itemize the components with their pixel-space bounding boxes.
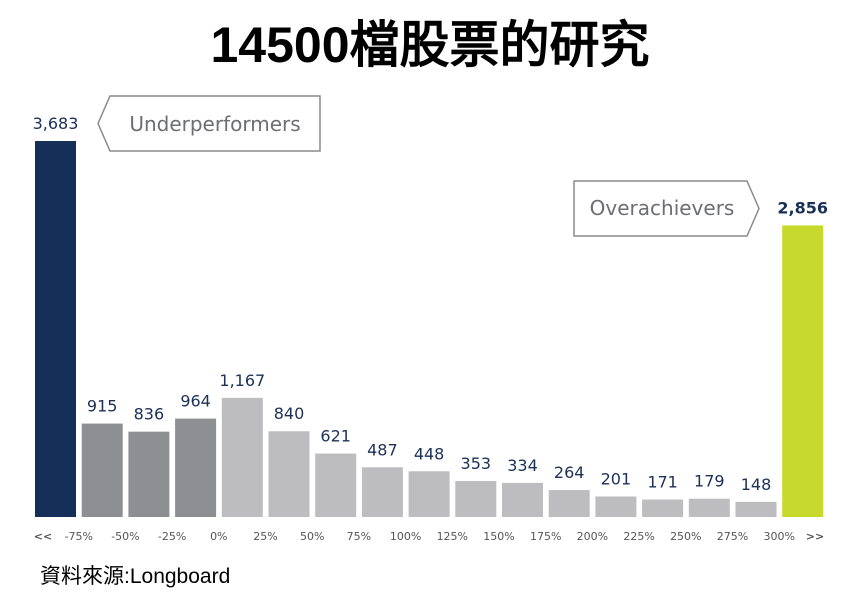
bar (35, 141, 76, 517)
value-label: 840 (274, 404, 305, 423)
bar (175, 418, 217, 517)
bar (782, 225, 824, 517)
x-tick-label: 50% (300, 530, 324, 543)
x-tick-label: -50% (111, 530, 139, 543)
callout-box (97, 95, 321, 152)
value-label: 448 (414, 444, 445, 463)
bar (128, 431, 170, 517)
value-label: 964 (180, 392, 211, 411)
bar (688, 498, 730, 517)
source-note: 資料來源:Longboard (40, 565, 230, 588)
bar (81, 423, 123, 517)
x-tick-label: 175% (530, 530, 561, 543)
x-tick-label: << (34, 530, 52, 543)
bar (502, 482, 543, 517)
x-tick-label: -75% (64, 530, 92, 543)
callout-box (573, 180, 760, 237)
x-tick-label: 300% (763, 530, 794, 543)
x-tick-label: 100% (390, 530, 421, 543)
bar (268, 431, 310, 517)
x-tick-label: >> (806, 530, 824, 543)
x-tick-label: 250% (670, 530, 701, 543)
x-tick-label: 25% (253, 530, 277, 543)
bar (408, 471, 450, 517)
value-label: 179 (694, 472, 725, 491)
bar (548, 490, 590, 517)
x-tick-label: 275% (717, 530, 748, 543)
value-label: 621 (320, 427, 351, 446)
value-label: 148 (741, 475, 772, 494)
bar (221, 397, 263, 517)
value-label: 171 (647, 473, 678, 492)
x-tick-label: 150% (483, 530, 514, 543)
x-tick-label: -25% (158, 530, 186, 543)
bar (361, 467, 403, 517)
chart-title: 14500檔股票的研究 (210, 17, 649, 73)
annotation: Underperformers (129, 112, 300, 136)
value-label: 487 (367, 440, 398, 459)
value-label: 334 (507, 456, 538, 475)
value-label: 201 (601, 469, 632, 488)
bar (315, 453, 357, 517)
value-label: 264 (554, 463, 585, 482)
x-tick-label: 0% (210, 530, 227, 543)
value-label: 353 (461, 454, 492, 473)
value-label: 836 (134, 405, 165, 424)
value-label: 2,856 (777, 198, 828, 217)
annotation: Overachievers (590, 196, 735, 220)
x-tick-label: 125% (437, 530, 468, 543)
bar (595, 496, 637, 517)
bar (642, 499, 684, 517)
x-tick-label: 200% (577, 530, 608, 543)
value-label: 915 (87, 397, 118, 416)
x-tick-label: 225% (623, 530, 654, 543)
value-label: 1,167 (219, 371, 265, 390)
bar (735, 501, 777, 517)
x-tick-label: 75% (347, 530, 371, 543)
bar (455, 480, 497, 517)
value-label: 3,683 (33, 114, 79, 133)
